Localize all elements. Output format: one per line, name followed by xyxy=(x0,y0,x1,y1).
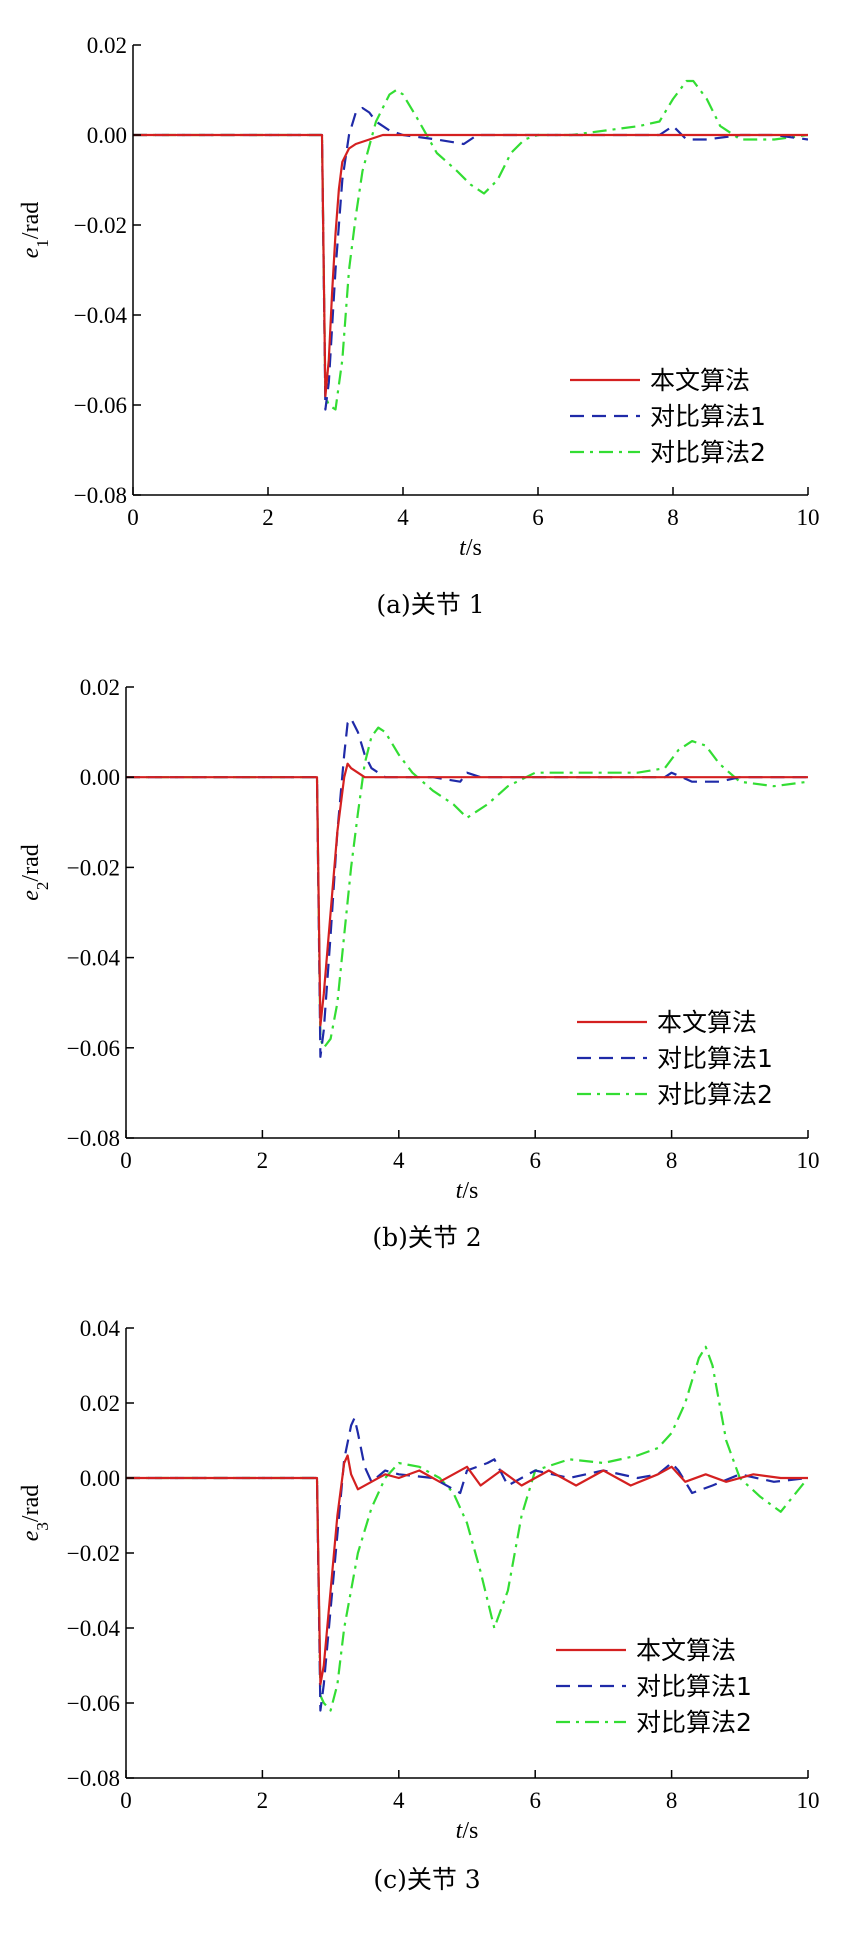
x-axis-label: t/s xyxy=(456,1818,479,1844)
y-tick-label: −0.06 xyxy=(67,1036,120,1061)
chart-panel-3: 0.04 0.02 0.00 −0.02 −0.04 −0.06 −0.080 2 4 6 8 10 t… xyxy=(18,1316,820,1894)
x-tick-label: 10 xyxy=(797,1148,820,1173)
series-group xyxy=(126,717,808,1058)
legend-label-2: 对比算法1 xyxy=(636,1672,752,1701)
y-tick-label: 0.02 xyxy=(87,33,127,58)
x-tick-label: 6 xyxy=(532,505,544,530)
panel-caption: (b)关节 2 xyxy=(372,1223,481,1252)
series-line-2 xyxy=(126,717,808,1058)
chart-panel-2: 0.02 0.00 −0.02 −0.04 −0.06 −0.080 2 4 6 8 10 t/s e2… xyxy=(18,675,820,1252)
y-tick-label: 0.04 xyxy=(80,1316,121,1341)
legend-label-1: 本文算法 xyxy=(636,1636,736,1665)
x-tick-label: 8 xyxy=(666,1788,678,1813)
series-group xyxy=(133,79,808,411)
y-tick-label: 0.00 xyxy=(80,765,120,790)
series-line-1 xyxy=(126,762,808,1027)
series-line-2 xyxy=(126,1416,808,1712)
y-tick-label: −0.02 xyxy=(74,213,127,238)
y-tick-label: −0.08 xyxy=(67,1766,120,1791)
y-tick-label: −0.08 xyxy=(74,483,127,508)
legend-label-3: 对比算法2 xyxy=(657,1080,773,1109)
y-tick-label: −0.08 xyxy=(67,1126,120,1151)
series-line-1 xyxy=(133,133,808,398)
y-tick-label: −0.04 xyxy=(67,1616,121,1641)
y-tick-label: 0.02 xyxy=(80,675,120,700)
x-tick-label: 2 xyxy=(257,1788,269,1813)
y-tick-label: −0.04 xyxy=(67,946,121,971)
legend-label-1: 本文算法 xyxy=(657,1008,757,1037)
legend-label-1: 本文算法 xyxy=(650,366,750,395)
series-line-3 xyxy=(126,726,808,1049)
x-tick-label: 10 xyxy=(797,1788,820,1813)
series-line-1 xyxy=(126,1454,808,1686)
x-tick-label: 2 xyxy=(262,505,274,530)
x-tick-label: 0 xyxy=(120,1148,132,1173)
legend-label-2: 对比算法1 xyxy=(650,402,766,431)
y-tick-label: −0.06 xyxy=(67,1691,120,1716)
x-axis-label: t/s xyxy=(459,535,482,561)
y-tick-label: 0.02 xyxy=(80,1391,120,1416)
y-tick-label: −0.02 xyxy=(67,1541,120,1566)
y-axis-label: e3/rad xyxy=(18,1485,52,1541)
x-tick-label: 2 xyxy=(257,1148,269,1173)
y-axis-label: e1/rad xyxy=(18,202,52,258)
y-axis-label: e2/rad xyxy=(18,844,52,900)
series-line-2 xyxy=(133,106,808,411)
y-tick-label: 0.00 xyxy=(87,123,127,148)
panel-caption: (a)关节 1 xyxy=(376,590,484,619)
x-tick-label: 4 xyxy=(393,1788,405,1813)
x-tick-label: 4 xyxy=(397,505,409,530)
x-tick-label: 6 xyxy=(529,1788,541,1813)
legend-label-2: 对比算法1 xyxy=(657,1044,773,1073)
panel-caption: (c)关节 3 xyxy=(373,1865,480,1894)
x-tick-label: 8 xyxy=(666,1148,678,1173)
chart-panel-1: 0.02 0.00 −0.02 −0.04 −0.06 −0.080 2 4 6 8 10 t/s e1… xyxy=(18,33,820,619)
x-tick-label: 4 xyxy=(393,1148,405,1173)
x-tick-label: 8 xyxy=(667,505,679,530)
legend-label-3: 对比算法2 xyxy=(636,1708,752,1737)
x-tick-label: 0 xyxy=(120,1788,132,1813)
x-tick-label: 10 xyxy=(797,505,820,530)
legend-label-3: 对比算法2 xyxy=(650,438,766,467)
series-line-3 xyxy=(126,1345,808,1712)
y-tick-label: −0.02 xyxy=(67,855,120,880)
x-axis-label: t/s xyxy=(456,1178,479,1204)
y-tick-label: −0.04 xyxy=(74,303,128,328)
x-tick-label: 6 xyxy=(529,1148,541,1173)
series-line-3 xyxy=(133,79,808,411)
x-tick-label: 0 xyxy=(127,505,139,530)
series-group xyxy=(126,1345,808,1712)
y-tick-label: −0.06 xyxy=(74,393,127,418)
y-tick-label: 0.00 xyxy=(80,1466,120,1491)
